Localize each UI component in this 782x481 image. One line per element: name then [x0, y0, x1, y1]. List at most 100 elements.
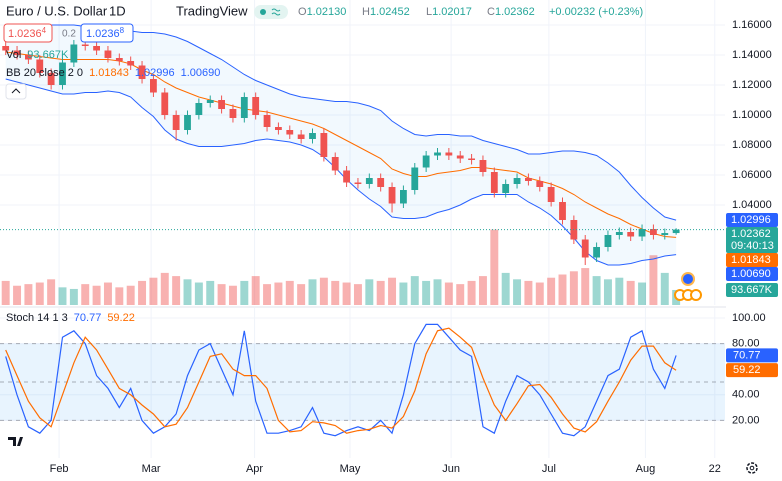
change: +0.00232 (+0.23%) [549, 6, 643, 18]
candle-body [218, 100, 225, 110]
x-tick-label: Jun [442, 463, 460, 475]
status-icon [271, 8, 281, 16]
bb-line [5, 78, 677, 266]
ohlc-low: L1.02017 [426, 6, 472, 18]
candle-body [627, 231, 635, 237]
volume-bar [103, 282, 112, 305]
candle-body [434, 152, 441, 156]
x-tick-label: May [340, 463, 361, 475]
candle-body [320, 133, 328, 157]
candle-body [13, 50, 21, 56]
candle-body [638, 228, 646, 237]
volume-bar [410, 276, 419, 305]
volume-bar [13, 285, 22, 305]
candle-body [559, 201, 566, 220]
volume-bar [638, 282, 647, 305]
price-tag-label: 1.02996 [731, 214, 771, 226]
sell-button[interactable] [3, 23, 53, 43]
candle-body [479, 159, 487, 172]
candle-body [93, 46, 100, 51]
candle-body [513, 177, 521, 184]
symbol-title[interactable]: Euro / U.S. Dollar [6, 3, 108, 18]
volume-bar [581, 268, 590, 305]
candle-body [150, 79, 157, 93]
volume-bar [376, 280, 385, 305]
volume-bar [603, 279, 612, 305]
volume-bar [626, 280, 635, 305]
candle-body [536, 180, 544, 187]
volume-bar [58, 287, 67, 305]
volume-bar [81, 284, 90, 305]
price-tag-label: 1.00690 [731, 268, 771, 280]
price-tag [726, 282, 778, 297]
y-tick-label: 1.14000 [732, 49, 772, 61]
buy-button[interactable] [80, 23, 134, 43]
volume-bar [456, 284, 465, 305]
candle-body [604, 234, 612, 247]
volume-bar [172, 276, 181, 305]
volume-bar [513, 279, 522, 305]
volume-bar [615, 277, 624, 305]
candle-body [377, 177, 385, 187]
candle-body [184, 115, 191, 131]
candle-body [172, 115, 180, 131]
price-tag [726, 213, 778, 228]
volume-bar [263, 284, 272, 305]
collapse-button[interactable] [5, 83, 27, 100]
candle-body [422, 155, 430, 168]
price-tag-label: 93.667K [731, 284, 773, 296]
candle-body [456, 155, 464, 159]
status-dot [260, 9, 266, 15]
candle-body [286, 130, 294, 135]
candle-body [468, 158, 475, 160]
candle-body [615, 231, 623, 235]
volume-bar [126, 285, 135, 305]
spread: 0.2 [62, 29, 76, 40]
candle-body [263, 115, 271, 128]
buy-price[interactable]: 1.02368 [86, 26, 125, 40]
candle-body [59, 62, 66, 86]
x-tick-label: Mar [142, 463, 161, 475]
candle-body [127, 61, 135, 66]
candle-body [661, 233, 669, 235]
candle-body [206, 100, 214, 104]
candle-body [354, 182, 362, 184]
candle-body [70, 44, 78, 63]
candle-body [229, 109, 237, 119]
volume-bar [535, 282, 544, 305]
volume-bar [592, 276, 601, 305]
logo[interactable] [6, 433, 28, 449]
bb-legend[interactable]: BB 20 close 2 0 1.01843 1.02996 1.00690 [6, 67, 220, 79]
volume-bar [183, 279, 192, 305]
candle-body [252, 97, 260, 116]
price-tag [726, 363, 778, 378]
volume-bar [240, 280, 249, 305]
volume-bar [490, 229, 499, 305]
market-status[interactable] [254, 5, 288, 19]
volume-legend[interactable]: Vol 93.667K [6, 49, 69, 61]
volume-bar [467, 280, 476, 305]
volume-bar [478, 276, 487, 305]
y-tick-label: 20.00 [732, 414, 760, 426]
price-tag-label: 70.77 [733, 349, 761, 361]
candle-body [47, 73, 55, 86]
logo-mark [8, 437, 23, 446]
event-icon[interactable] [681, 272, 695, 286]
volume-bar [115, 287, 124, 305]
interval[interactable]: 1D [109, 3, 126, 18]
candle-body [115, 58, 123, 62]
y-tick-label: 1.12000 [732, 79, 772, 91]
y-tick-label: 1.04000 [732, 199, 772, 211]
event-flag[interactable] [690, 289, 702, 301]
settings-icon[interactable] [746, 462, 758, 474]
axes: Feb Mar Apr May Jun Jul Aug 22 1.16000 1.14000 1.1… [50, 19, 772, 475]
volume-bar [206, 280, 215, 305]
volume-bar [24, 284, 33, 305]
volume-bar [308, 279, 317, 305]
sell-price[interactable]: 1.02364 [8, 26, 47, 40]
stoch-legend[interactable]: Stoch 14 1 3 70.77 59.22 [6, 312, 135, 324]
volume-bar [194, 282, 203, 305]
volume-bar [217, 284, 226, 305]
candle-body [581, 239, 589, 258]
